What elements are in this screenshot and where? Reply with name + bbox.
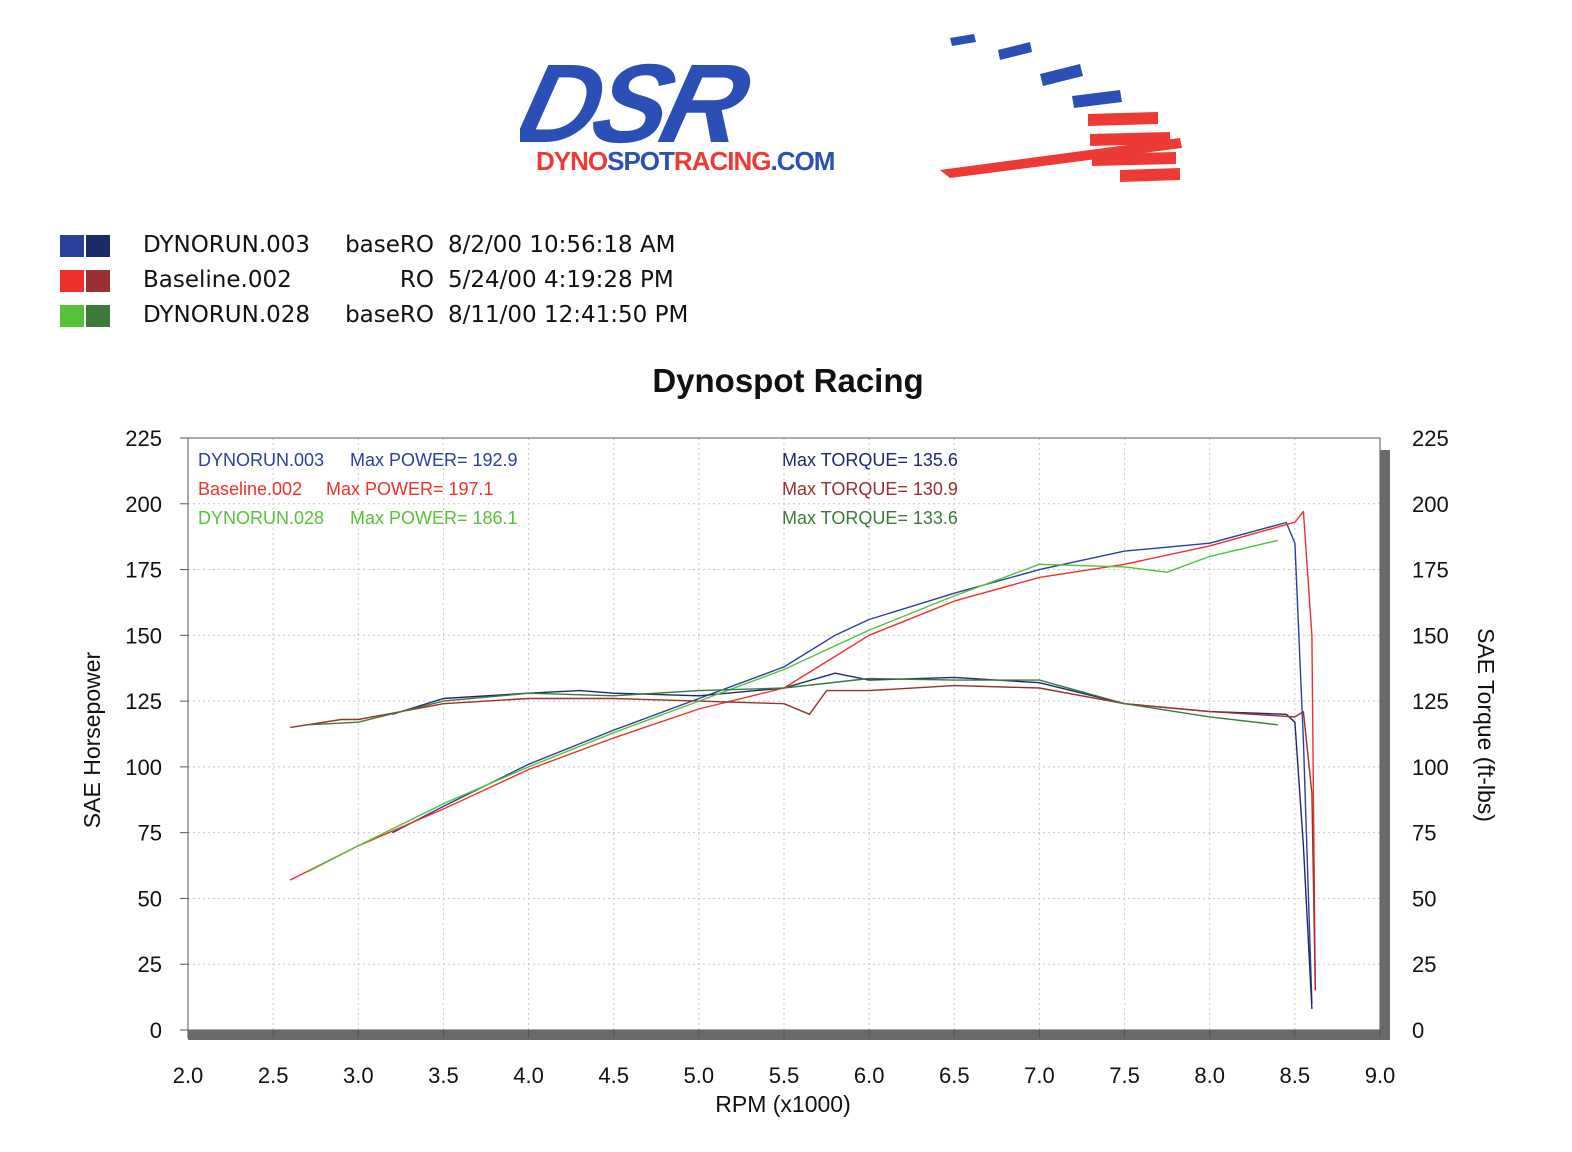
x-axis-title: RPM (x1000) [715,1091,850,1117]
chart-annotations: DYNORUN.003 Max POWER= 192.9 Max TORQUE= 1… [198,450,958,528]
y-tick-label: 150 [125,623,162,648]
run-date: 5/24/00 4:19:28 PM [448,267,674,293]
chart-series [289,510,1317,1010]
y2-tick-label: 0 [1412,1018,1424,1043]
y2-tick-label: 75 [1412,821,1436,846]
logo-swoosh [940,138,1182,178]
x-tick-label: 3.0 [343,1063,374,1088]
x-tick-label: 6.5 [939,1063,970,1088]
logo-wordmark: DSR [520,42,761,167]
dyno-chart: Dynospot Racing 0 25 50 75 100 125 150 175 200 22… [79,362,1499,1117]
plot-shadow-right [1380,450,1390,1040]
y-tick-label: 100 [125,755,162,780]
annotation-max-power: Max POWER= 197.1 [326,479,494,499]
y2-tick-label: 225 [1412,426,1449,451]
y-axis-left: 0 25 50 75 100 125 150 175 200 225 [125,426,188,1043]
y2-tick-label: 125 [1412,689,1449,714]
torque-swatch [86,270,110,292]
x-tick-label: 6.0 [854,1063,885,1088]
y-tick-label: 125 [125,689,162,714]
x-tick-label: 9.0 [1365,1063,1396,1088]
x-tick-label: 8.0 [1194,1063,1225,1088]
x-tick-label: 4.0 [513,1063,544,1088]
y-axis-title: SAE Horsepower [79,651,105,828]
run-file: DYNORUN.028 [143,302,311,328]
y2-tick-label: 150 [1412,623,1449,648]
dsr-logo: DSR DYNOSPOTRACING.COM [520,34,1182,182]
y-tick-label: 0 [150,1018,162,1043]
x-tick-label: 2.5 [258,1063,289,1088]
power-curve [391,521,1313,1004]
run-date: 8/2/00 10:56:18 AM [448,232,676,258]
x-tick-label: 5.5 [769,1063,800,1088]
power-swatch [60,270,84,292]
y2-tick-label: 50 [1412,886,1436,911]
torque-curve [392,672,1313,1010]
annotation-max-torque: Max TORQUE= 135.6 [782,450,958,470]
y-tick-label: 75 [138,821,162,846]
annotation-max-power: Max POWER= 186.1 [350,508,518,528]
power-curve [306,539,1278,873]
annotation-max-torque: Max TORQUE= 130.9 [782,479,958,499]
x-tick-label: 7.5 [1109,1063,1140,1088]
x-tick-label: 5.0 [684,1063,715,1088]
plot-shadow-bottom [188,1030,1390,1040]
y2-tick-label: 25 [1412,952,1436,977]
power-swatch [60,235,84,257]
run-tag: RO [399,267,434,293]
x-tick-label: 3.5 [428,1063,459,1088]
torque-curve [290,684,1316,991]
torque-swatch [86,235,110,257]
torque-swatch [86,305,110,327]
y-tick-label: 25 [138,952,162,977]
x-tick-label: 2.0 [173,1063,204,1088]
y-tick-label: 225 [125,426,162,451]
annotation-run-name: Baseline.002 [198,479,302,499]
annotation-max-torque: Max TORQUE= 133.6 [782,508,958,528]
y-tick-label: 175 [125,558,162,583]
y-tick-label: 200 [125,492,162,517]
y-tick-label: 50 [138,886,162,911]
y2-tick-label: 200 [1412,492,1449,517]
x-tick-label: 4.5 [598,1063,629,1088]
power-swatch [60,305,84,327]
x-tick-label: 8.5 [1280,1063,1311,1088]
y2-tick-label: 175 [1412,558,1449,583]
annotation-max-power: Max POWER= 192.9 [350,450,518,470]
chart-title: Dynospot Racing [652,362,923,399]
logo-subtitle: DYNOSPOTRACING.COM [536,146,834,176]
power-curve [289,510,1317,991]
run-file: Baseline.002 [143,267,292,293]
x-tick-label: 7.0 [1024,1063,1055,1088]
torque-curve [307,677,1278,726]
y-axis-right: 0 25 50 75 100 125 150 175 200 225 [1412,426,1449,1043]
run-file: DYNORUN.003 [143,232,311,258]
annotation-run-name: DYNORUN.003 [198,450,324,470]
run-tag: baseRO [345,302,434,328]
run-tag: baseRO [345,232,434,258]
y2-tick-label: 100 [1412,755,1449,780]
y2-axis-title: SAE Torque (ft-lbs) [1473,628,1499,822]
x-axis: 2.0 2.5 3.0 3.5 4.0 4.5 5.0 5.5 6.0 6.5 7.0 7.5 8.0 8… [173,1030,1396,1088]
run-date: 8/11/00 12:41:50 PM [448,302,689,328]
annotation-run-name: DYNORUN.028 [198,508,324,528]
